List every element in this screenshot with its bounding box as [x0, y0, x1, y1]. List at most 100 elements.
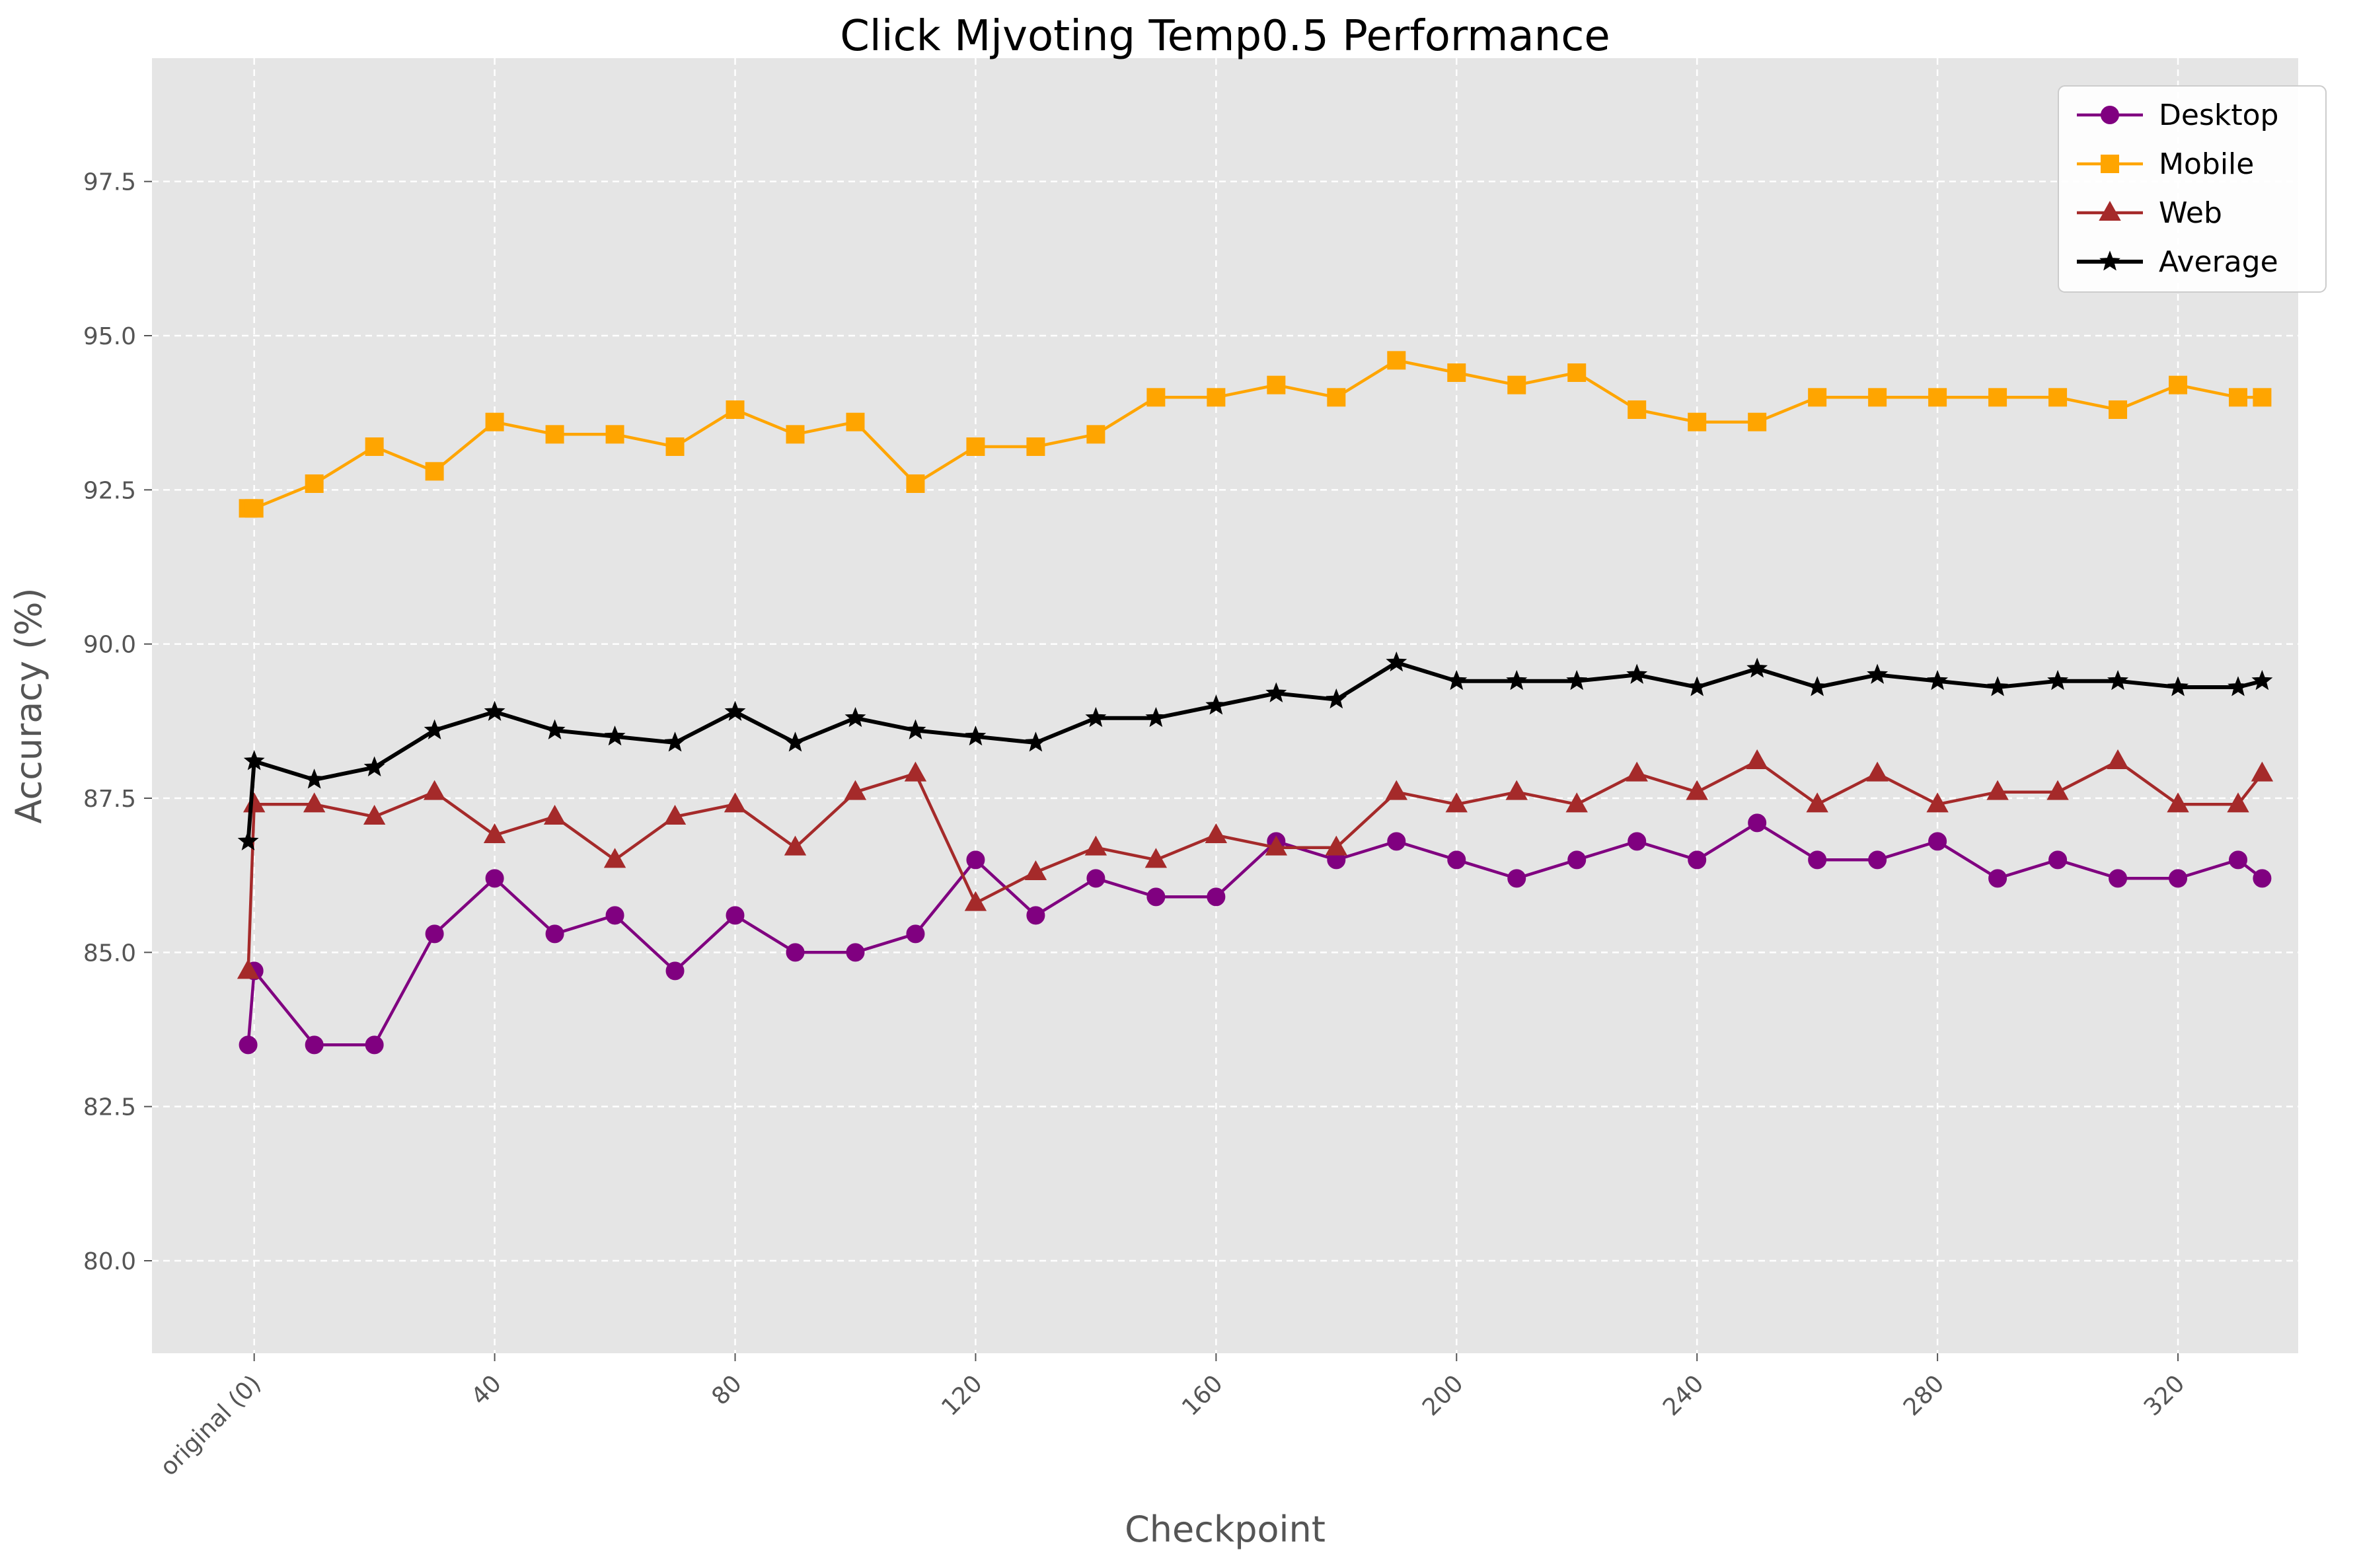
data-point: [663, 804, 687, 825]
data-point: [1325, 835, 1348, 856]
data-point: [1505, 780, 1528, 800]
data-point: [724, 700, 746, 721]
data-point: [1988, 388, 2007, 407]
data-point: [1868, 850, 1887, 870]
data-point: [1146, 388, 1166, 407]
data-point: [2167, 676, 2189, 696]
data-point: [2046, 780, 2069, 800]
data-point: [2101, 106, 2119, 124]
data-point: [1387, 832, 1406, 851]
data-point: [2048, 388, 2068, 407]
data-point: [1987, 676, 2009, 696]
y-tick-label: 80.0: [83, 1248, 136, 1275]
data-point: [2253, 869, 2272, 888]
data-point: [1267, 375, 1286, 394]
data-point: [844, 706, 866, 728]
data-point: [1808, 850, 1827, 870]
data-point: [1327, 388, 1346, 407]
data-point: [603, 848, 626, 868]
data-point: [1506, 669, 1528, 691]
data-point: [485, 869, 504, 888]
chart-title: Click Mjvoting Temp0.5 Performance: [840, 12, 1610, 61]
data-point: [423, 780, 446, 800]
data-point: [1265, 835, 1288, 856]
data-point: [237, 830, 259, 850]
data-point: [1867, 663, 1889, 684]
data-point: [2048, 850, 2068, 870]
data-point: [1868, 388, 1887, 407]
y-tick-label: 87.5: [83, 786, 136, 813]
data-point: [2101, 155, 2119, 173]
data-point: [544, 719, 566, 739]
data-point: [2099, 250, 2120, 271]
data-point: [305, 1035, 324, 1055]
data-point: [2229, 850, 2248, 870]
data-point: [786, 943, 805, 962]
data-point: [665, 961, 685, 981]
series-desktop: [239, 813, 2272, 1055]
data-point: [1205, 694, 1227, 715]
data-point: [1686, 676, 1708, 696]
legend-label: Web: [2159, 196, 2222, 230]
data-point: [1086, 869, 1105, 888]
data-point: [1326, 688, 1347, 709]
y-tick-label: 95.0: [83, 323, 136, 350]
data-point: [726, 906, 745, 925]
data-point: [664, 731, 686, 752]
data-point: [1445, 792, 1468, 813]
data-point: [2107, 669, 2129, 691]
data-point: [1207, 388, 1226, 407]
legend-label: Average: [2159, 245, 2278, 279]
y-tick-label: 90.0: [83, 632, 136, 659]
data-point: [305, 474, 324, 493]
legend-item-desktop: Desktop: [2077, 98, 2278, 132]
data-point: [1145, 706, 1167, 728]
data-point: [484, 700, 506, 721]
data-point: [363, 804, 386, 825]
data-point: [2169, 375, 2188, 394]
data-point: [904, 761, 927, 782]
data-point: [425, 924, 444, 944]
data-point: [303, 792, 326, 813]
data-point: [483, 823, 506, 843]
data-point: [784, 835, 807, 856]
data-point: [786, 425, 805, 444]
data-point: [906, 924, 925, 944]
data-point: [1025, 731, 1047, 752]
data-point: [1928, 832, 1947, 851]
x-tick-label: 160: [1177, 1370, 1228, 1421]
data-point: [1507, 375, 1526, 394]
x-tick-label: 120: [936, 1370, 988, 1421]
x-tick-label: 200: [1417, 1370, 1469, 1421]
data-point: [1387, 351, 1406, 370]
data-point: [1927, 669, 1949, 691]
data-point: [1628, 400, 1647, 419]
data-point: [1026, 906, 1045, 925]
data-point: [964, 891, 987, 911]
data-point: [1866, 761, 1889, 782]
data-point: [1988, 869, 2007, 888]
data-point: [1565, 792, 1588, 813]
y-axis-label: Accuracy (%): [8, 587, 50, 823]
data-point: [1688, 850, 1707, 870]
data-point: [243, 750, 265, 770]
data-point: [1746, 657, 1768, 678]
x-tick-label: original (0): [155, 1370, 266, 1481]
data-point: [1207, 887, 1226, 907]
data-point: [784, 731, 806, 752]
data-point: [1926, 792, 1949, 813]
data-point: [2251, 761, 2274, 782]
data-point: [1086, 425, 1105, 444]
data-point: [905, 719, 926, 739]
data-point: [724, 792, 747, 813]
data-point: [1085, 706, 1107, 728]
y-tick-label: 92.5: [83, 477, 136, 504]
data-point: [2169, 869, 2188, 888]
data-point: [363, 756, 385, 776]
data-point: [1928, 388, 1947, 407]
series-average: [237, 651, 2273, 850]
data-point: [244, 499, 264, 518]
data-point: [424, 719, 445, 739]
data-point: [1808, 388, 1827, 407]
